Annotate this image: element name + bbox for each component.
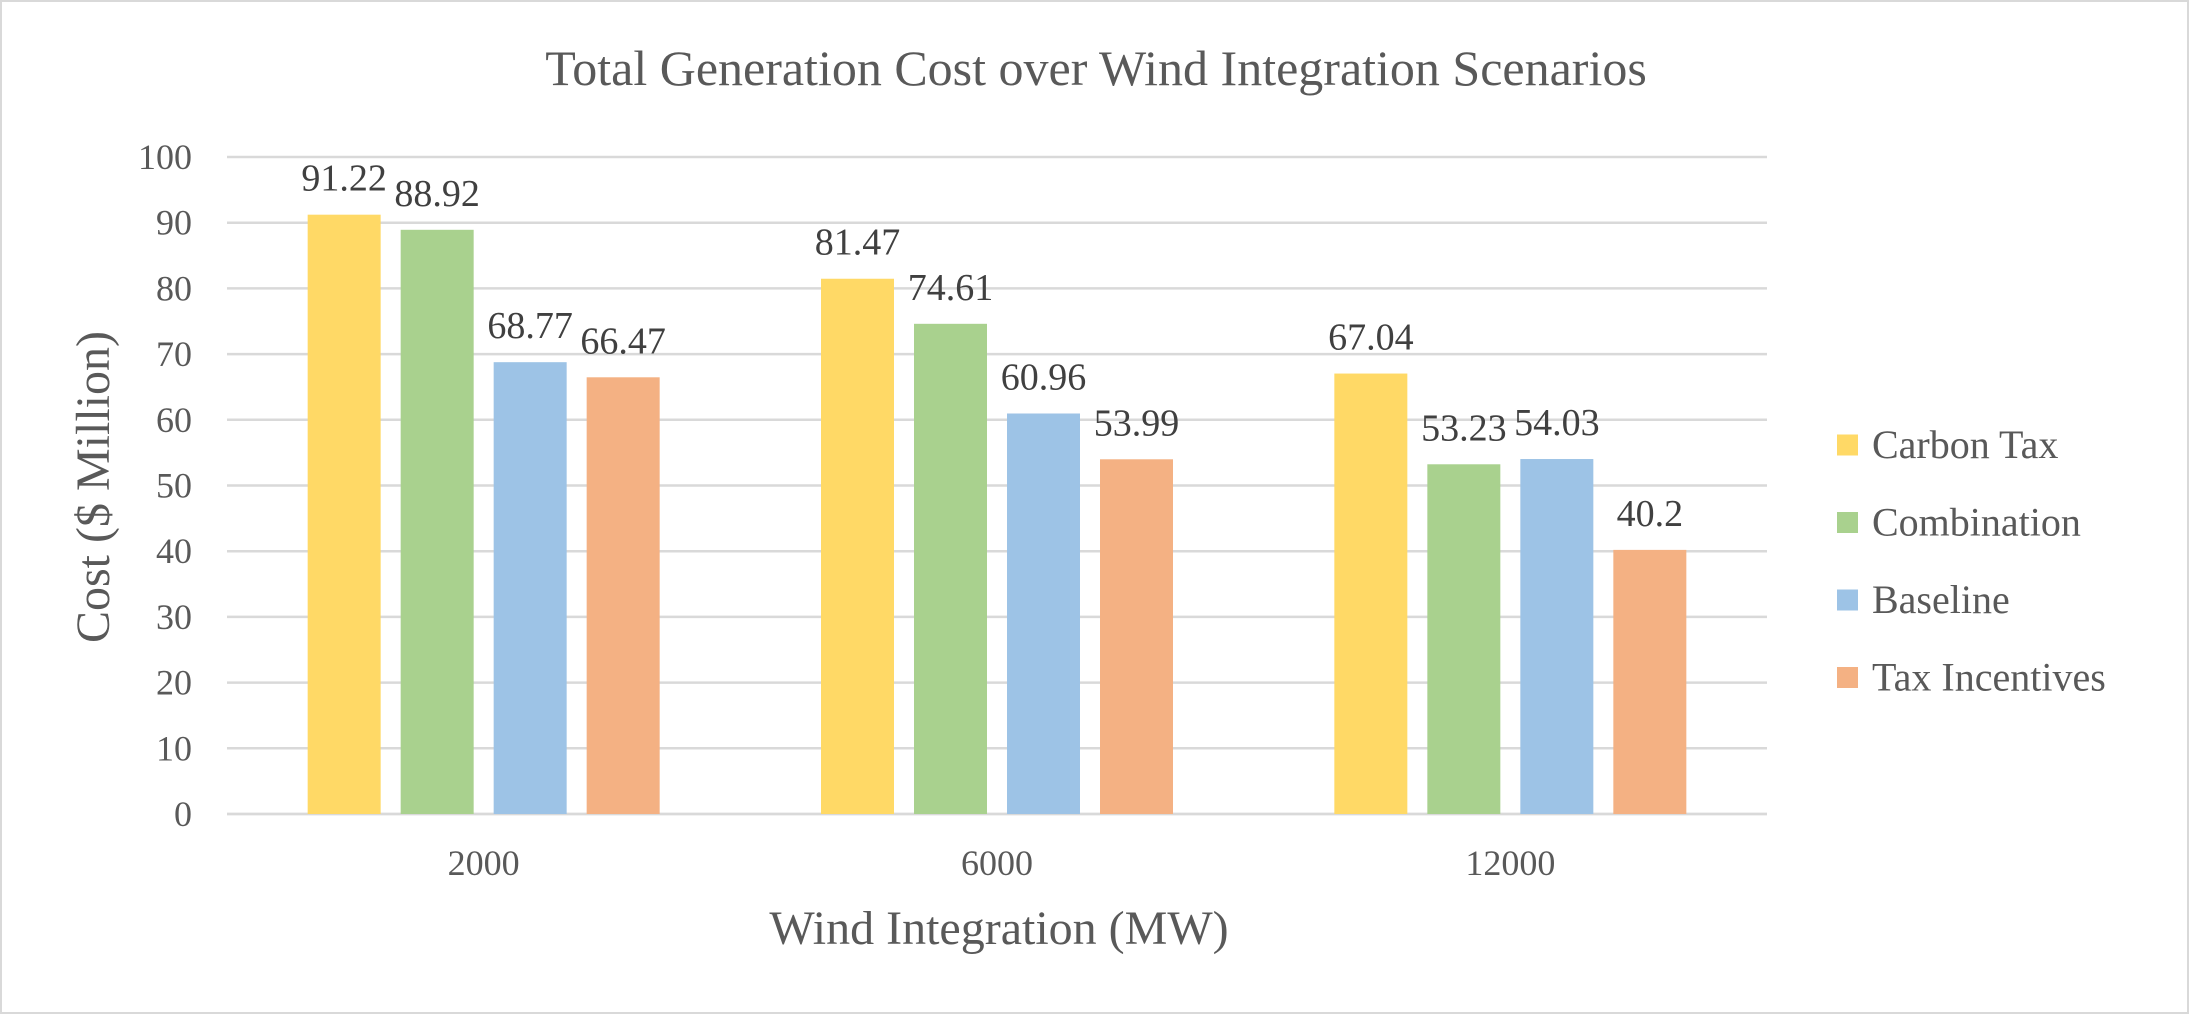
x-tick-label: 12000 [1465,843,1555,883]
y-tick-label: 40 [156,531,192,571]
y-tick-label: 80 [156,268,192,308]
y-tick-label: 50 [156,466,192,506]
bar-tax-incentives-6000 [1100,459,1173,814]
bar-carbon-tax-2000 [307,214,381,815]
y-tick-label: 0 [174,794,192,834]
data-label: 81.47 [815,222,901,264]
data-label: 53.99 [1094,402,1180,444]
y-tick-labels: 0 10 20 30 40 50 60 70 80 90 100 [138,137,192,834]
y-tick-label: 60 [156,400,192,440]
legend-swatch [1837,512,1858,533]
y-tick-label: 10 [156,728,192,768]
data-label: 68.77 [487,305,573,347]
bar-combination-12000 [1427,464,1501,814]
y-tick-label: 90 [156,203,192,243]
y-tick-label: 30 [156,597,192,637]
data-label: 54.03 [1514,402,1600,444]
legend-label: Combination [1872,500,2081,545]
x-axis-title: Wind Integration (MW) [769,902,1228,955]
data-label: 60.96 [1001,356,1087,398]
bar-carbon-tax-6000 [821,278,894,815]
data-label: 67.04 [1328,317,1414,359]
legend-swatch [1837,667,1858,688]
bar-tax-incentives-12000 [1613,549,1687,814]
data-label: 74.61 [908,267,994,309]
gridlines [227,155,1767,816]
data-label: 53.23 [1421,407,1507,449]
x-tick-label: 6000 [961,843,1033,883]
y-axis-title: Cost ($ Million) [67,331,120,643]
data-label: 88.92 [394,173,480,215]
x-tick-label: 2000 [448,843,520,883]
y-tick-label: 100 [138,137,192,177]
bars [307,214,1687,815]
bar-baseline-6000 [1007,413,1080,814]
data-label: 91.22 [301,158,387,200]
bar-baseline-2000 [493,362,567,814]
data-label: 40.2 [1617,493,1684,535]
bar-combination-2000 [400,229,474,814]
data-label: 66.47 [580,320,666,362]
chart-title: Total Generation Cost over Wind Integrat… [545,40,1647,96]
y-tick-label: 70 [156,334,192,374]
legend-label: Carbon Tax [1872,422,2058,467]
bar-combination-6000 [914,323,987,814]
legend-swatch [1837,589,1858,611]
bar-tax-incentives-2000 [586,377,660,814]
bar-baseline-12000 [1520,459,1594,814]
bar-carbon-tax-12000 [1334,373,1408,814]
legend-label: Baseline [1872,577,2010,622]
legend: Carbon Tax Combination Baseline Tax Incenti… [1837,422,2106,700]
x-tick-labels: 2000 6000 12000 [448,843,1556,883]
legend-swatch [1837,434,1858,456]
y-tick-label: 20 [156,663,192,703]
legend-label: Tax Incentives [1872,655,2106,700]
